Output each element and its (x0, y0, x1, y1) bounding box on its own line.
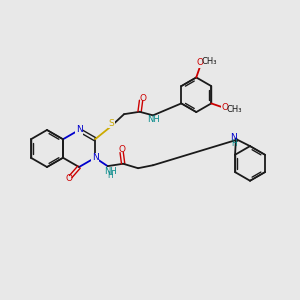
Text: O: O (140, 94, 147, 103)
Text: S: S (108, 118, 114, 127)
Text: NH: NH (103, 167, 116, 176)
Text: O: O (66, 174, 73, 183)
Text: H: H (232, 139, 237, 148)
Text: N: N (230, 133, 237, 142)
Text: NH: NH (148, 115, 160, 124)
Text: O: O (196, 58, 203, 67)
Text: O: O (118, 145, 125, 154)
Text: CH₃: CH₃ (226, 105, 242, 114)
Text: N: N (76, 125, 82, 134)
Text: O: O (222, 103, 229, 112)
Text: N: N (92, 153, 98, 162)
Text: CH₃: CH₃ (201, 56, 217, 65)
Text: H: H (107, 171, 113, 180)
